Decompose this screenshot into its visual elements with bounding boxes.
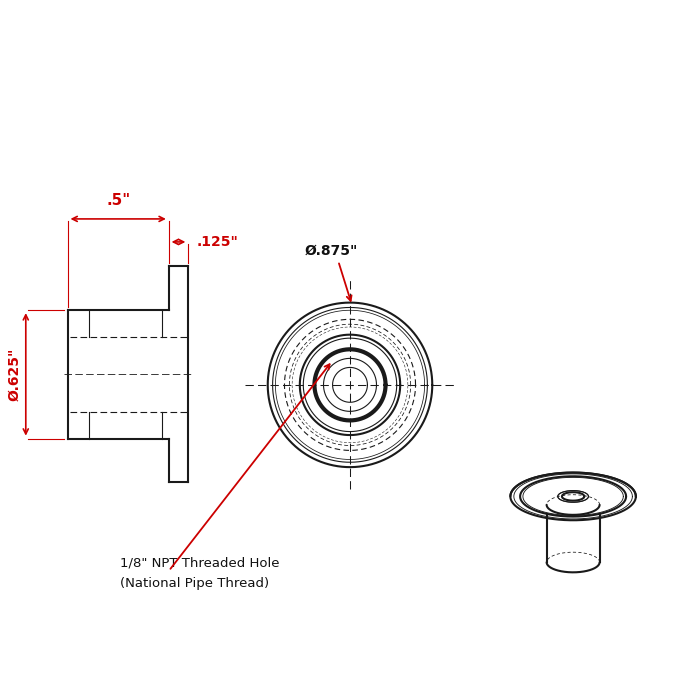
Text: .125": .125" <box>197 235 239 249</box>
Text: (National Pipe Thread): (National Pipe Thread) <box>120 577 269 590</box>
Text: 1/8" NPT Threaded Hole: 1/8" NPT Threaded Hole <box>120 556 279 569</box>
Text: Ø.875": Ø.875" <box>304 244 358 258</box>
Text: .5": .5" <box>106 193 130 208</box>
Text: Ø.625": Ø.625" <box>8 348 22 401</box>
